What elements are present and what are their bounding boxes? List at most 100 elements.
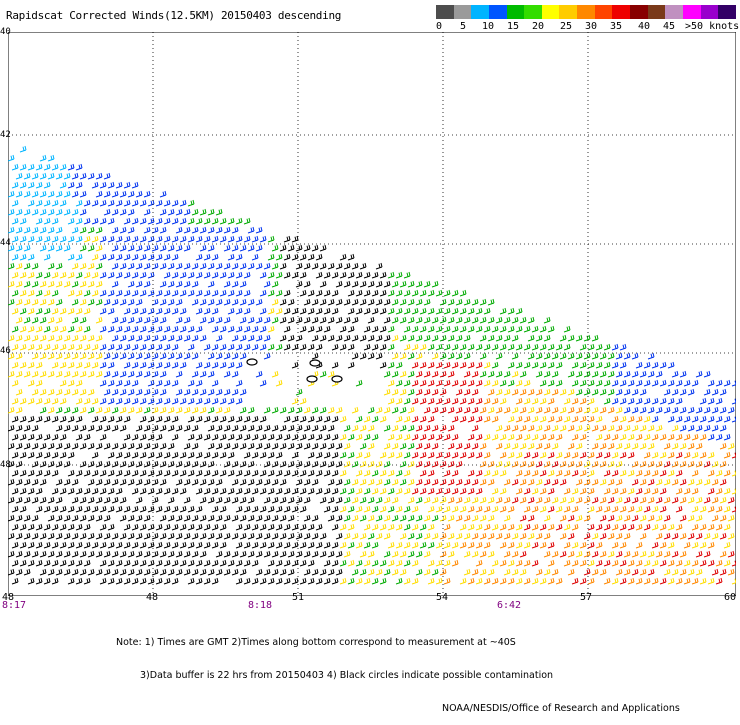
- wind-barb: [151, 316, 159, 324]
- wind-barb: [555, 379, 563, 387]
- wind-barb: [299, 289, 307, 297]
- wind-barb: [107, 289, 115, 297]
- wind-barb: [655, 478, 663, 486]
- wind-barb: [627, 487, 635, 495]
- wind-barb: [503, 442, 511, 450]
- wind-barb: [635, 415, 643, 423]
- wind-barb: [243, 433, 251, 441]
- wind-barb: [327, 550, 335, 558]
- wind-barb: [115, 577, 123, 585]
- wind-barb: [47, 532, 55, 540]
- wind-barb: [59, 199, 67, 207]
- wind-barb: [639, 550, 647, 558]
- wind-barb: [615, 406, 623, 414]
- wind-barb: [695, 550, 703, 558]
- wind-barb: [311, 352, 319, 360]
- wind-barb: [595, 523, 603, 531]
- wind-barb: [95, 568, 103, 576]
- wind-barb: [91, 469, 99, 477]
- wind-barb: [15, 298, 23, 306]
- wind-barb: [55, 370, 63, 378]
- wind-barb: [95, 172, 103, 180]
- wind-barb: [111, 406, 119, 414]
- wind-barb: [547, 379, 555, 387]
- wind-barb: [363, 523, 371, 531]
- wind-barb: [387, 361, 395, 369]
- wind-barb: [267, 487, 275, 495]
- wind-barb: [559, 406, 567, 414]
- wind-barb: [467, 433, 475, 441]
- wind-barb: [335, 568, 343, 576]
- wind-barb: [603, 343, 611, 351]
- wind-barb: [299, 271, 307, 279]
- wind-barb: [379, 307, 387, 315]
- wind-barb: [35, 163, 43, 171]
- wind-barb: [687, 568, 695, 576]
- wind-barb: [479, 550, 487, 558]
- wind-barb: [487, 478, 495, 486]
- wind-barb: [243, 289, 251, 297]
- wind-barb: [443, 559, 451, 567]
- wind-barb: [75, 469, 83, 477]
- wind-barb: [327, 334, 335, 342]
- wind-barb: [83, 235, 91, 243]
- wind-barb: [203, 343, 211, 351]
- wind-barb: [731, 452, 736, 459]
- wind-barb: [615, 550, 623, 558]
- wind-barb: [131, 343, 139, 351]
- wind-barb: [515, 523, 523, 531]
- wind-barb: [479, 496, 487, 504]
- wind-barb: [271, 244, 279, 252]
- wind-barb: [619, 541, 627, 549]
- wind-barb: [339, 253, 347, 261]
- wind-barb: [387, 307, 395, 315]
- wind-barb: [351, 478, 359, 486]
- wind-barb: [11, 343, 19, 351]
- wind-barb: [563, 541, 571, 549]
- wind-barb: [387, 397, 395, 405]
- wind-barb: [327, 442, 335, 450]
- wind-barb: [235, 289, 243, 297]
- wind-barb: [59, 559, 67, 567]
- wind-barb: [543, 550, 551, 558]
- wind-barb: [139, 343, 147, 351]
- wind-barb: [23, 208, 31, 216]
- wind-barb: [523, 415, 531, 423]
- wind-barb: [135, 478, 143, 486]
- wind-barb: [679, 478, 687, 486]
- wind-barb: [287, 424, 295, 432]
- wind-barb: [111, 244, 119, 252]
- wind-barb: [63, 370, 71, 378]
- wind-barb: [543, 442, 551, 450]
- wind-barb: [583, 478, 591, 486]
- wind-barb: [95, 280, 103, 288]
- wind-barb: [319, 550, 327, 558]
- wind-barb: [271, 316, 279, 324]
- wind-barb: [319, 568, 327, 576]
- wind-barb: [451, 307, 459, 315]
- wind-barb: [255, 334, 263, 342]
- wind-barb: [215, 424, 223, 432]
- wind-barb: [171, 289, 179, 297]
- wind-barb: [531, 325, 539, 333]
- wind-barb: [527, 424, 535, 432]
- wind-barb: [515, 325, 523, 333]
- wind-barb: [659, 487, 667, 495]
- wind-barb: [279, 262, 287, 270]
- wind-barb: [411, 361, 419, 369]
- wind-barb: [55, 424, 63, 432]
- wind-barb: [259, 271, 267, 279]
- wind-barb: [331, 343, 339, 351]
- wind-barb: [723, 469, 731, 477]
- wind-barb: [215, 514, 223, 522]
- wind-barb: [623, 550, 631, 558]
- wind-barb: [267, 523, 275, 531]
- wind-barb: [335, 280, 343, 288]
- wind-barb: [347, 289, 355, 297]
- wind-barb: [419, 289, 427, 297]
- wind-barb: [91, 451, 99, 459]
- wind-barb: [691, 487, 699, 495]
- wind-barb: [327, 298, 335, 306]
- wind-barb: [431, 442, 439, 450]
- wind-barb: [23, 334, 31, 342]
